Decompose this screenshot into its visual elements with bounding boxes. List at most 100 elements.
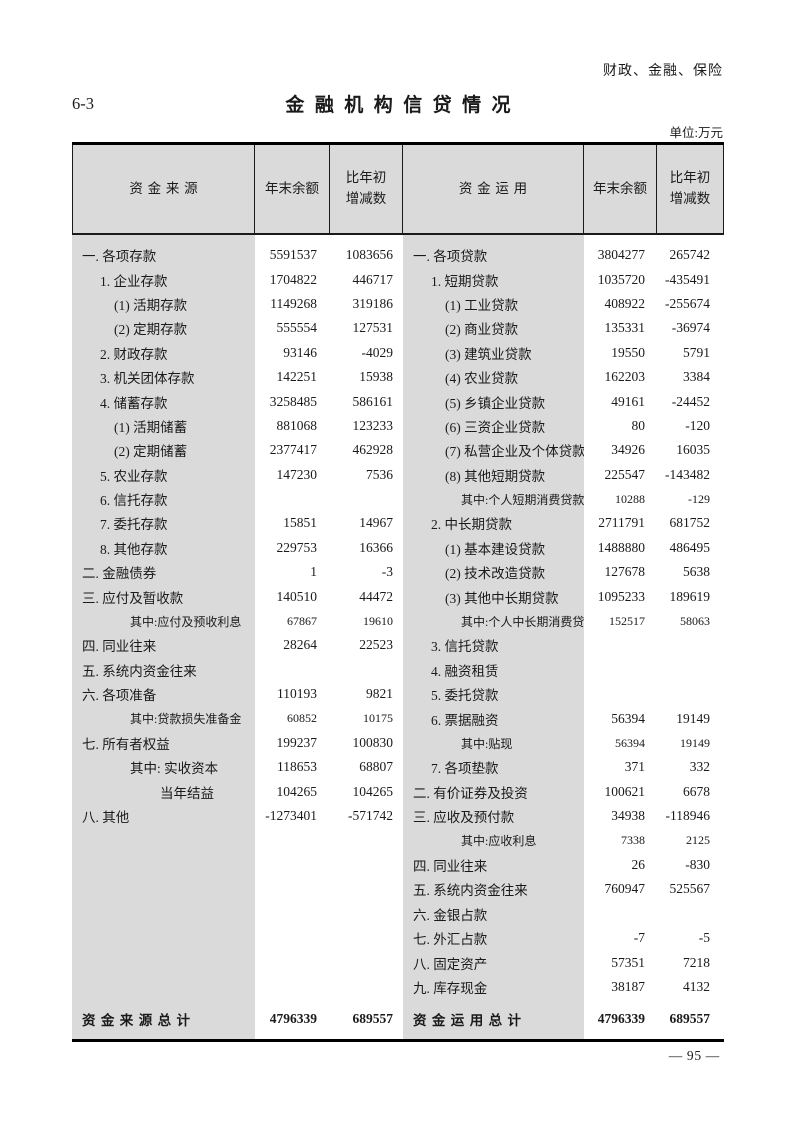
row-change-from-year-start: 446717 xyxy=(352,271,394,287)
row-label: (1) 活期存款 xyxy=(114,297,188,313)
row-year-end-balance: 49161 xyxy=(611,393,645,409)
row-change-from-year-start: 44472 xyxy=(359,588,393,604)
row-year-end-balance: 57351 xyxy=(611,954,645,970)
row-change-from-year-start: -830 xyxy=(685,856,710,872)
row-label: 四. 同业往来 xyxy=(82,639,157,655)
row-year-end-balance: 34938 xyxy=(611,808,645,824)
row-change-from-year-start: 525567 xyxy=(669,881,711,897)
row-year-end-balance: 38187 xyxy=(611,978,645,994)
table-row: (4) 农业贷款 162203 3384 xyxy=(403,365,724,389)
table-row: 三. 应付及暂收款 140510 44472 xyxy=(72,584,403,608)
row-year-end-balance: 80 xyxy=(631,417,646,433)
table-row: (1) 活期储蓄 881068 123233 xyxy=(72,414,403,438)
row-label: 6. 信托存款 xyxy=(100,493,168,509)
chapter-category: 财政、金融、保险 xyxy=(603,64,723,79)
row-label: 八. 其他 xyxy=(82,810,130,826)
row-label: (7) 私营企业及个体贷款 xyxy=(445,444,584,460)
row-year-end-balance: 34926 xyxy=(611,442,645,458)
row-label: 当年结益 xyxy=(160,785,214,801)
total-balance: 4796339 xyxy=(269,1011,317,1027)
row-change-from-year-start: 265742 xyxy=(669,247,711,263)
row-year-end-balance: 5591537 xyxy=(269,247,317,263)
row-label: 六. 各项准备 xyxy=(82,688,157,704)
table-row: (2) 商业贷款 135331 -36974 xyxy=(403,316,724,340)
row-change-from-year-start: 104265 xyxy=(352,783,394,799)
total-row-source: 资金来源总计 4796339 689557 xyxy=(72,999,403,1039)
row-year-end-balance: 408922 xyxy=(604,295,646,311)
row-label: 7. 委托存款 xyxy=(100,517,168,533)
header-change-line1: 比年初 xyxy=(345,170,387,186)
row-label: (2) 定期储蓄 xyxy=(114,444,188,460)
row-change-from-year-start: 19149 xyxy=(680,735,710,750)
row-label: (3) 其他中长期贷款 xyxy=(445,590,559,606)
table-row: 二. 有价证券及投资 100621 6678 xyxy=(403,780,724,804)
table-row: 八. 其他 -1273401 -571742 xyxy=(72,804,403,828)
row-change-from-year-start: -143482 xyxy=(665,466,710,482)
row-year-end-balance: 110193 xyxy=(277,686,317,702)
row-year-end-balance: 60852 xyxy=(287,711,317,726)
header-change-left: 比年初 增减数 xyxy=(330,145,403,233)
row-year-end-balance: 1095233 xyxy=(597,588,645,604)
table-row: (6) 三资企业贷款 80 -120 xyxy=(403,414,724,438)
table-row: 8. 其他存款 229753 16366 xyxy=(72,536,403,560)
table-row: 五. 系统内资金往来 xyxy=(72,658,403,682)
table-row: 一. 各项贷款 3804277 265742 xyxy=(403,243,724,267)
fund-source-section: 一. 各项存款 5591537 1083656 1. 企业存款 1704822 44671… xyxy=(72,243,403,1039)
table-row: (1) 基本建设贷款 1488880 486495 xyxy=(403,536,724,560)
header-change-line1: 比年初 xyxy=(669,170,711,186)
row-year-end-balance: 142251 xyxy=(276,369,318,385)
table-row: 四. 同业往来 26 -830 xyxy=(403,853,724,877)
row-label: (4) 农业贷款 xyxy=(445,371,519,387)
table-row: 一. 各项存款 5591537 1083656 xyxy=(72,243,403,267)
row-change-from-year-start: 16035 xyxy=(676,442,710,458)
table-row: 四. 同业往来 28264 22523 xyxy=(72,633,403,657)
page-number: — 95 — xyxy=(668,1048,720,1063)
row-year-end-balance: 152517 xyxy=(609,613,645,628)
row-year-end-balance: 10288 xyxy=(615,491,645,506)
row-year-end-balance: 371 xyxy=(624,759,645,775)
fund-use-section: 一. 各项贷款 3804277 265742 1. 短期贷款 1035720 -43549… xyxy=(403,243,724,1039)
row-change-from-year-start: 462928 xyxy=(352,442,394,458)
unit-label: 单位:万元 xyxy=(669,126,723,140)
left-filler xyxy=(72,828,403,999)
row-year-end-balance: 2711791 xyxy=(598,515,645,531)
row-change-from-year-start: -24452 xyxy=(671,393,710,409)
table-row: 七. 所有者权益 199237 100830 xyxy=(72,731,403,755)
row-year-end-balance: 1149268 xyxy=(270,295,317,311)
header-year-end-balance-left: 年末余额 xyxy=(255,145,330,233)
row-change-from-year-start: 5638 xyxy=(683,564,710,580)
row-change-from-year-start: 319186 xyxy=(352,295,394,311)
total-change: 689557 xyxy=(669,1011,711,1027)
table-row: (1) 活期存款 1149268 319186 xyxy=(72,292,403,316)
row-change-from-year-start: 68807 xyxy=(359,759,393,775)
row-label: 4. 储蓄存款 xyxy=(100,395,168,411)
table-row: 二. 金融债券 1 -3 xyxy=(72,560,403,584)
row-year-end-balance: 162203 xyxy=(604,369,646,385)
fund-source-rows: 一. 各项存款 5591537 1083656 1. 企业存款 1704822 44671… xyxy=(72,243,403,828)
row-year-end-balance: 147230 xyxy=(276,466,318,482)
header-change-right: 比年初 增减数 xyxy=(657,145,723,233)
total-row-use: 资金运用总计 4796339 689557 xyxy=(403,999,724,1039)
table-row: 3. 机关团体存款 142251 15938 xyxy=(72,365,403,389)
row-change-from-year-start: 19610 xyxy=(363,613,393,628)
row-label: (8) 其他短期贷款 xyxy=(445,468,546,484)
row-year-end-balance: 118653 xyxy=(277,759,317,775)
row-year-end-balance: 28264 xyxy=(283,637,317,653)
header-fund-use: 资金运用 xyxy=(403,145,584,233)
row-change-from-year-start: 2125 xyxy=(686,833,710,848)
row-label: 六. 金银占款 xyxy=(413,907,488,923)
row-label: 其中: 实收资本 xyxy=(130,761,219,777)
row-label: (1) 活期储蓄 xyxy=(114,419,188,435)
table-row: (3) 其他中长期贷款 1095233 189619 xyxy=(403,584,724,608)
row-change-from-year-start: -118946 xyxy=(665,808,711,824)
row-change-from-year-start: -5 xyxy=(698,930,710,946)
row-year-end-balance: 127678 xyxy=(604,564,646,580)
total-label: 资金来源总计 xyxy=(82,1013,196,1029)
row-label: (1) 基本建设贷款 xyxy=(445,541,546,557)
row-label: 七. 外汇占款 xyxy=(413,932,488,948)
row-year-end-balance: 2377417 xyxy=(269,442,317,458)
table-row: 其中:应收利息 7338 2125 xyxy=(403,828,724,852)
row-label: 九. 库存现金 xyxy=(413,980,488,996)
row-label: 一. 各项贷款 xyxy=(413,249,488,265)
row-change-from-year-start: 681752 xyxy=(669,515,711,531)
